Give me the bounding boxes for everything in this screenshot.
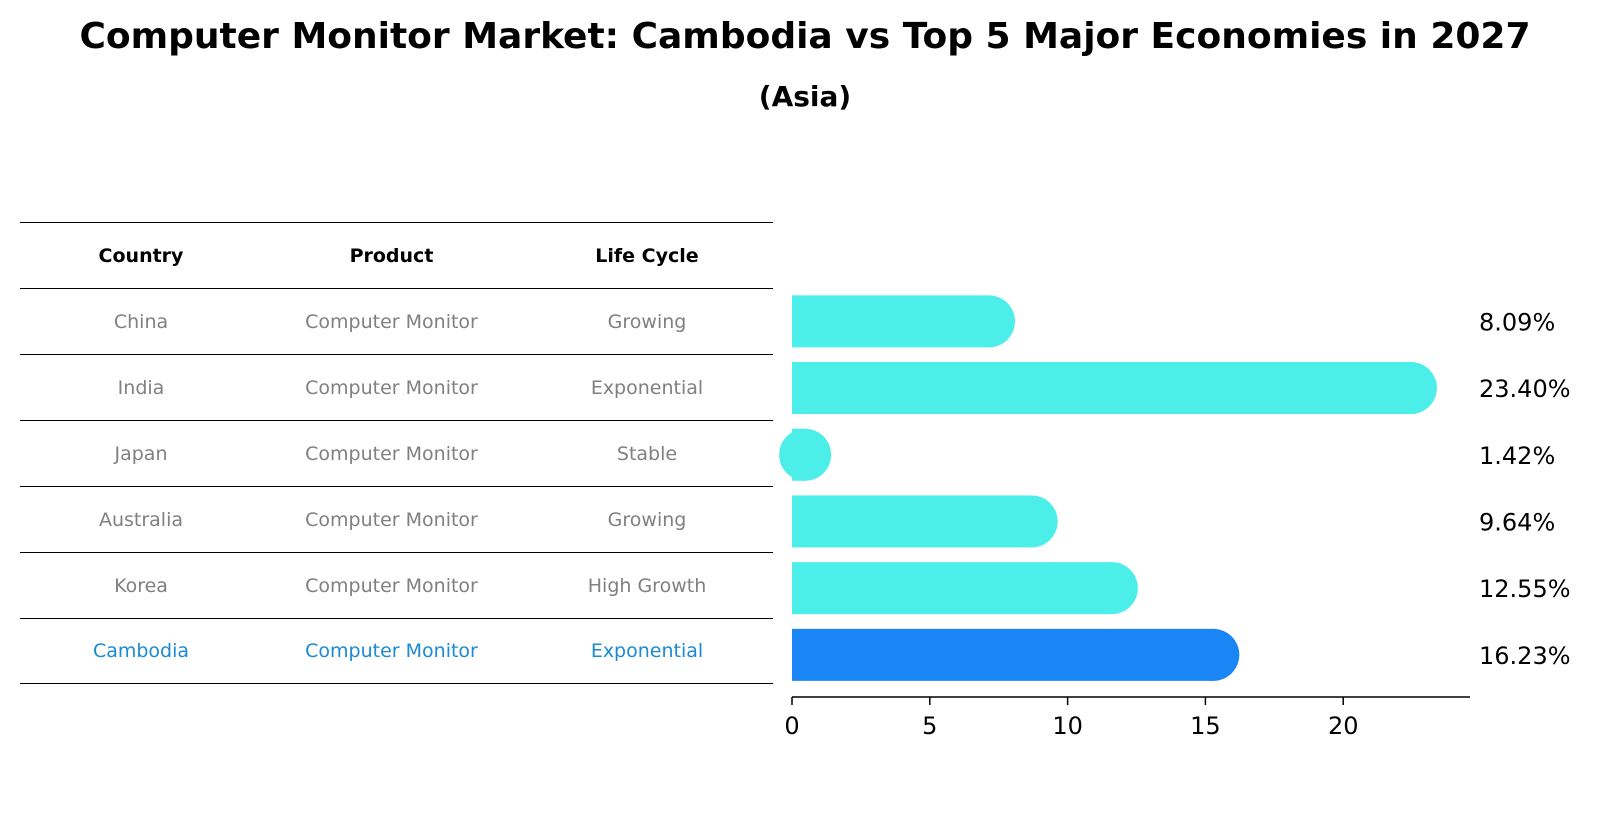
market-table: Country Product Life Cycle China Compute…	[20, 222, 773, 684]
bar-body	[792, 495, 1032, 548]
bar-cambodia	[792, 628, 1240, 681]
cell-product: Computer Monitor	[305, 574, 478, 597]
value-label: 9.64%	[1479, 508, 1555, 536]
cell-product: Computer Monitor	[305, 310, 478, 333]
x-tick-label: 15	[1190, 712, 1221, 740]
cell-country: India	[117, 376, 165, 399]
cell-life-cycle: High Growth	[587, 574, 707, 597]
table-row-highlight: Cambodia Computer Monitor Exponential	[20, 618, 773, 684]
value-label: 16.23%	[1479, 642, 1571, 670]
value-label: 1.42%	[1479, 442, 1555, 470]
bar-cap	[1187, 628, 1240, 681]
cell-life-cycle: Exponential	[590, 640, 704, 662]
table-row: Japan Computer Monitor Stable	[20, 420, 773, 486]
cell-product: Computer Monitor	[305, 442, 478, 465]
bar-korea	[792, 562, 1138, 615]
cell-life-cycle: Stable	[616, 442, 678, 465]
cell-country: Cambodia	[92, 640, 190, 662]
chart-subtitle: (Asia)	[758, 80, 852, 113]
table-row: Australia Computer Monitor Growing	[20, 486, 773, 552]
bar-cap	[962, 295, 1015, 348]
x-tick-label: 0	[784, 712, 799, 740]
header-product: Product	[349, 244, 434, 267]
bar-cap	[1085, 562, 1138, 615]
table-row: Korea Computer Monitor High Growth	[20, 552, 773, 618]
bar-cap	[1384, 362, 1437, 415]
cell-product: Computer Monitor	[305, 508, 478, 531]
bar-body	[792, 562, 1112, 615]
bar-india	[792, 362, 1437, 415]
value-label: 23.40%	[1479, 375, 1571, 403]
cell-product: Computer Monitor	[305, 640, 478, 662]
header-life-cycle: Life Cycle	[595, 244, 699, 267]
table-row: China Computer Monitor Growing	[20, 288, 773, 354]
bar-cap	[779, 428, 832, 481]
table-row: India Computer Monitor Exponential	[20, 354, 773, 420]
bar-australia	[792, 495, 1058, 548]
header-country: Country	[98, 244, 184, 267]
value-label: 12.55%	[1479, 575, 1571, 603]
cell-country: China	[113, 310, 169, 333]
bar-china	[792, 295, 1015, 348]
cell-product: Computer Monitor	[305, 376, 478, 399]
bar-japan	[779, 428, 832, 481]
x-tick-label: 20	[1328, 712, 1359, 740]
x-tick-label: 5	[922, 712, 937, 740]
bar-body	[792, 628, 1214, 681]
cell-country: Australia	[98, 508, 184, 531]
x-tick-label: 10	[1052, 712, 1083, 740]
cell-life-cycle: Exponential	[590, 376, 704, 399]
cell-life-cycle: Growing	[607, 508, 687, 531]
bar-body	[792, 295, 989, 348]
cell-life-cycle: Growing	[607, 310, 687, 333]
table-header-row: Country Product Life Cycle	[20, 222, 773, 288]
value-label: 8.09%	[1479, 308, 1555, 336]
cell-country: Japan	[114, 442, 168, 465]
chart-title: Computer Monitor Market: Cambodia vs Top…	[79, 16, 1531, 57]
bar-body	[792, 362, 1411, 415]
bar-cap	[1005, 495, 1058, 548]
cell-country: Korea	[114, 574, 168, 597]
